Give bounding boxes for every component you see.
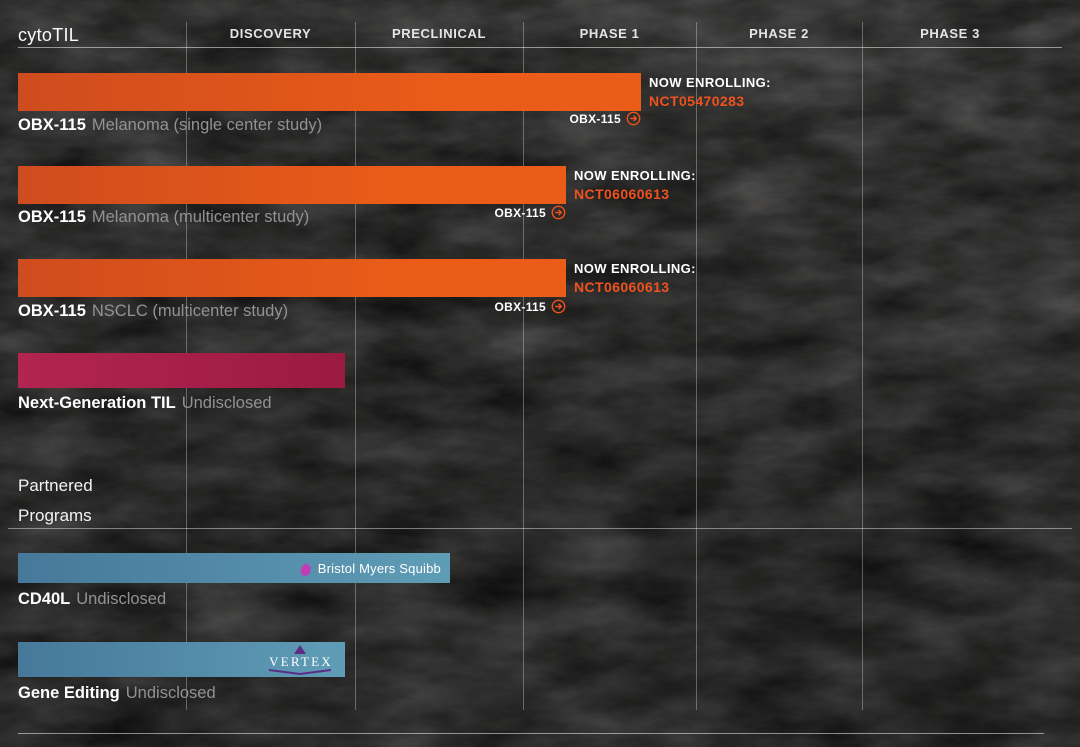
program-name: Gene Editing <box>18 684 120 702</box>
obx115-tag-link[interactable]: OBX-115 <box>570 111 641 126</box>
program-name: OBX-115 <box>18 208 86 226</box>
program-description: Undisclosed <box>76 590 167 608</box>
vertex-swoosh-icon <box>268 668 332 675</box>
program-description: NSCLC (multicenter study) <box>91 302 289 320</box>
program-description: Undisclosed <box>181 394 272 412</box>
header-divider <box>18 47 1062 48</box>
arrow-circle-icon <box>551 299 566 314</box>
program-label: OBX-115 Melanoma (multicenter study) <box>18 208 309 227</box>
vertex-triangle-icon <box>294 644 306 654</box>
progress-bar <box>18 259 566 297</box>
enrollment-status: NOW ENROLLING: <box>574 168 696 183</box>
column-header-phase2: PHASE 2 <box>749 26 809 41</box>
program-label: OBX-115 Melanoma (single center study) <box>18 116 322 135</box>
tag-label: OBX-115 <box>494 205 546 220</box>
nct-link[interactable]: NCT05470283 <box>649 93 745 109</box>
program-label: CD40L Undisclosed <box>18 590 166 609</box>
enrollment-callout: NOW ENROLLING: NCT06060613 <box>574 260 696 296</box>
bms-hand-icon <box>300 562 311 576</box>
program-description: Melanoma (single center study) <box>91 116 323 134</box>
obx115-tag-link[interactable]: OBX-115 <box>495 205 566 220</box>
progress-bar <box>18 353 345 388</box>
grid-line-phase1 <box>523 22 524 710</box>
progress-bar: VERTEX <box>18 642 345 677</box>
program-label: Gene Editing Undisclosed <box>18 684 216 703</box>
vertex-logo-text: VERTEX <box>269 653 333 669</box>
column-header-preclinical: PRECLINICAL <box>392 26 486 41</box>
section-heading-line2: Programs <box>18 505 92 525</box>
nct-link[interactable]: NCT06060613 <box>574 279 670 295</box>
grid-line-preclinical <box>355 22 356 710</box>
program-description: Melanoma (multicenter study) <box>91 208 310 226</box>
program-name: OBX-115 <box>18 116 86 134</box>
bristol-myers-squibb-logo: Bristol Myers Squibb <box>299 561 450 576</box>
vertex-logo: VERTEX <box>267 644 345 675</box>
obx115-tag-link[interactable]: OBX-115 <box>495 299 566 314</box>
program-label: OBX-115 NSCLC (multicenter study) <box>18 302 288 321</box>
enrollment-callout: NOW ENROLLING: NCT05470283 <box>649 74 771 110</box>
grid-line-phase3 <box>862 22 863 710</box>
program-description: Undisclosed <box>125 684 216 702</box>
column-header-phase1: PHASE 1 <box>579 26 640 41</box>
program-name: Next-Generation TIL <box>18 394 176 412</box>
nct-link[interactable]: NCT06060613 <box>574 186 670 202</box>
progress-bar <box>18 73 641 111</box>
grid-line-phase2 <box>696 22 697 710</box>
program-name: CD40L <box>18 590 71 608</box>
bottom-divider <box>18 733 1044 734</box>
section-heading-line1: Partnered <box>18 476 93 495</box>
enrollment-callout: NOW ENROLLING: NCT06060613 <box>574 167 696 203</box>
column-header-discovery: DISCOVERY <box>229 26 312 41</box>
column-header-phase3: PHASE 3 <box>920 26 980 41</box>
program-label: Next-Generation TIL Undisclosed <box>18 394 272 413</box>
arrow-circle-icon <box>551 205 566 220</box>
brand-logo: cytoTIL <box>18 25 80 45</box>
tag-label: OBX-115 <box>569 111 621 126</box>
section-heading-partnered-programs: Partnered Programs <box>18 471 93 530</box>
progress-bar: Bristol Myers Squibb <box>18 553 450 583</box>
tag-label: OBX-115 <box>494 299 546 314</box>
arrow-circle-icon <box>626 111 641 126</box>
program-name: OBX-115 <box>18 302 86 320</box>
bms-logo-text: Bristol Myers Squibb <box>317 560 441 576</box>
enrollment-status: NOW ENROLLING: <box>649 75 771 90</box>
enrollment-status: NOW ENROLLING: <box>574 261 696 276</box>
section-divider <box>8 528 1072 529</box>
progress-bar <box>18 166 566 204</box>
